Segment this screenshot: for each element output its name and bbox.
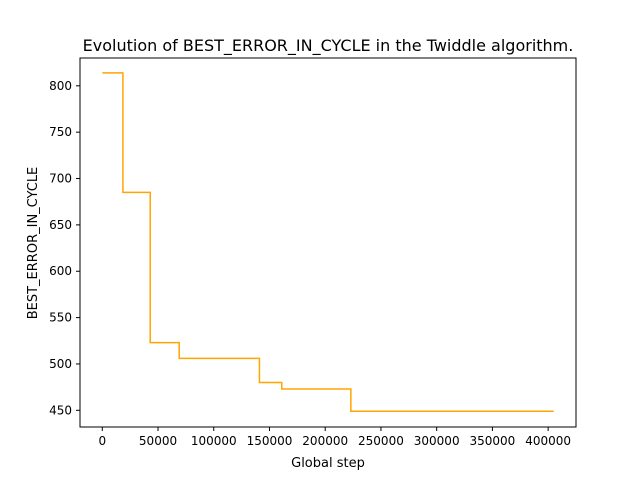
- x-tick-label: 100000: [191, 434, 237, 448]
- plot-frame: [79, 57, 577, 428]
- x-axis-label: Global step: [291, 456, 365, 471]
- y-tick-label: 550: [49, 311, 72, 325]
- chart-title: Evolution of BEST_ERROR_IN_CYCLE in the …: [83, 36, 574, 56]
- axes: 0 50000 100000 150000 200000 250000 300000 3500…: [49, 57, 577, 448]
- y-axis-label: BEST_ERROR_IN_CYCLE: [26, 167, 41, 320]
- y-tick-label: 450: [49, 403, 72, 417]
- y-tick-label: 500: [49, 357, 72, 371]
- x-tick-label: 0: [98, 434, 106, 448]
- y-tick-label: 700: [49, 172, 72, 186]
- y-tick-label: 650: [49, 218, 72, 232]
- x-tick-label: 350000: [469, 434, 515, 448]
- x-tick-label: 150000: [247, 434, 293, 448]
- y-tick-label: 800: [49, 79, 72, 93]
- y-tick-label: 600: [49, 264, 72, 278]
- x-tick-label: 250000: [358, 434, 404, 448]
- plot-area: [102, 72, 554, 412]
- y-tick-label: 750: [49, 125, 72, 139]
- x-tick-label: 200000: [302, 434, 348, 448]
- x-tick-label: 300000: [414, 434, 460, 448]
- x-tick-label: 50000: [139, 434, 177, 448]
- x-tick-label: 400000: [525, 434, 571, 448]
- series-line-0: [102, 72, 554, 412]
